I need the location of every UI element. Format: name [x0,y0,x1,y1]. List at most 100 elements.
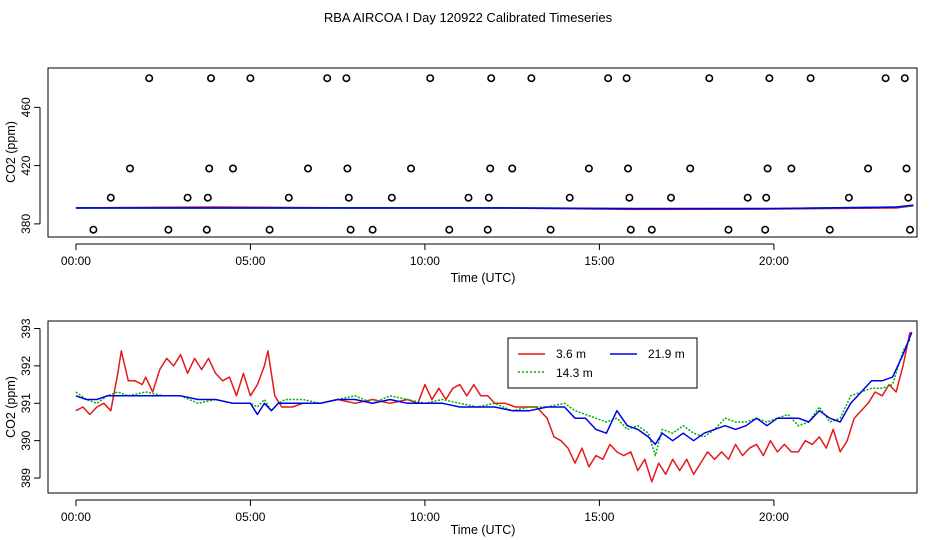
upper-x-axis: 00:00 05:00 10:00 15:00 20:00 [61,243,789,268]
upper-marker [387,193,396,202]
lower-x-axis: 00:00 05:00 10:00 15:00 20:00 [61,499,789,524]
upper-marker [445,225,454,234]
upper-marker [565,193,574,202]
series-line-21-9-m [75,331,913,446]
upper-marker [205,164,214,173]
lower-x-tick-label: 15:00 [584,510,614,524]
upper-y-tick-label: 420 [19,155,33,175]
upper-marker [183,193,192,202]
upper-x-tick-label: 20:00 [759,254,789,268]
upper-marker [106,193,115,202]
upper-marker [844,193,853,202]
legend-label-21-9m: 21.9 m [648,347,685,361]
upper-marker [647,225,656,234]
lower-y-tick-label: 392 [19,356,33,376]
upper-marker [787,164,796,173]
upper-marker [622,74,631,83]
upper-series-lines [75,204,914,211]
upper-marker [484,193,493,202]
upper-marker [825,225,834,234]
upper-marker [265,225,274,234]
upper-marker [303,164,312,173]
upper-marker [483,225,492,234]
upper-marker [604,74,613,83]
lower-x-tick-label: 05:00 [235,510,265,524]
upper-marker [546,225,555,234]
upper-marker [626,225,635,234]
lower-plot-frame [47,320,918,494]
lower-x-axis-title: Time (UTC) [451,523,516,537]
upper-x-tick-label: 05:00 [235,254,265,268]
upper-marker [762,193,771,202]
upper-marker [486,164,495,173]
upper-marker [900,74,909,83]
lower-y-tick-label: 390 [19,430,33,450]
upper-marker [806,74,815,83]
legend-box [507,337,698,389]
lower-y-tick-label: 389 [19,468,33,488]
upper-marker [406,164,415,173]
lower-y-axis-title: CO2 (ppm) [4,376,18,438]
upper-marker [761,225,770,234]
upper-marker [527,74,536,83]
lower-x-tick-label: 00:00 [61,510,91,524]
upper-marker [284,193,293,202]
upper-marker [904,193,913,202]
upper-marker [246,74,255,83]
upper-marker [344,193,353,202]
upper-marker [743,193,752,202]
upper-marker [666,193,675,202]
upper-marker [881,74,890,83]
upper-marker [126,164,135,173]
upper-marker [343,164,352,173]
upper-marker [902,164,911,173]
lower-y-tick-label: 393 [19,318,33,338]
upper-marker [686,164,695,173]
upper-y-tick-label: 460 [19,97,33,117]
upper-x-tick-label: 10:00 [410,254,440,268]
lower-x-tick-label: 10:00 [410,510,440,524]
upper-marker [89,225,98,234]
upper-marker [487,74,496,83]
upper-line-blue [75,204,914,210]
upper-marker [584,164,593,173]
legend-label-3-6m: 3.6 m [556,347,586,361]
upper-marker [508,164,517,173]
lower-panel: Time (UTC) CO2 (ppm) 00:00 05:00 10:00 15:0… [4,318,918,537]
upper-markers [89,74,914,234]
upper-marker [346,225,355,234]
upper-marker [323,74,332,83]
upper-marker [202,225,211,234]
legend-label-14-3m: 14.3 m [556,366,593,380]
upper-marker [207,74,216,83]
legend: 3.6 m 14.3 m 21.9 m [507,337,698,389]
upper-marker [864,164,873,173]
figure-title: RBA AIRCOA I Day 120922 Calibrated Times… [324,10,613,25]
lower-series-lines [75,331,913,483]
upper-marker [145,74,154,83]
upper-marker [368,225,377,234]
upper-marker [905,225,914,234]
lower-x-tick-label: 20:00 [759,510,789,524]
lower-y-axis: 389 390 391 392 393 [19,318,41,488]
upper-marker [426,74,435,83]
upper-marker [765,74,774,83]
upper-marker [203,193,212,202]
upper-x-axis-title: Time (UTC) [451,271,516,285]
upper-marker [623,164,632,173]
series-line-14-3-m [75,339,911,457]
upper-marker [164,225,173,234]
upper-marker [229,164,238,173]
upper-plot-frame [47,67,918,238]
upper-panel: Time (UTC) CO2 (ppm) 00:00 05:00 10:00 15:0… [4,67,918,285]
upper-x-tick-label: 15:00 [584,254,614,268]
upper-marker [625,193,634,202]
upper-marker [705,74,714,83]
upper-marker [342,74,351,83]
upper-marker [763,164,772,173]
upper-marker [464,193,473,202]
lower-y-tick-label: 391 [19,393,33,413]
upper-marker [724,225,733,234]
upper-y-tick-label: 380 [19,214,33,234]
